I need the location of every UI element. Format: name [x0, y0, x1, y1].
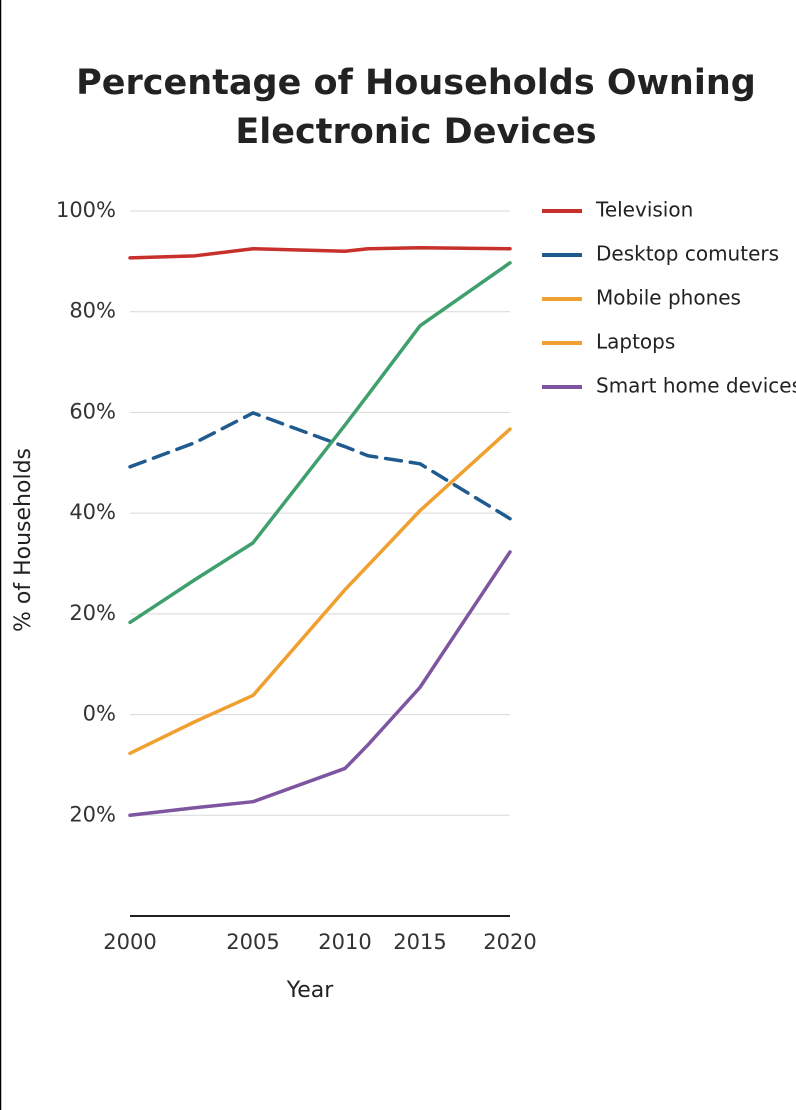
y-tick-label: 80% — [69, 299, 116, 323]
series-line — [128, 261, 512, 625]
legend-label: Desktop comuters — [596, 242, 779, 266]
legend-label: Smart home devices — [596, 374, 796, 398]
x-tick-label: 2000 — [103, 930, 156, 954]
y-axis-label: % of Households — [11, 448, 36, 632]
chart-title: Percentage of Households Owning — [76, 63, 756, 103]
x-tick-label: 2015 — [393, 930, 446, 954]
chart-title: Electronic Devices — [235, 112, 596, 152]
legend-label: Mobile phones — [596, 286, 741, 310]
y-tick-label: 60% — [69, 399, 116, 423]
legend-label: Laptops — [596, 330, 675, 354]
y-tick-label: 20% — [69, 601, 116, 625]
x-axis-label: Year — [286, 978, 335, 1003]
y-tick-label: 100% — [56, 198, 116, 222]
x-tick-label: 2005 — [226, 930, 279, 954]
series-line — [128, 550, 512, 818]
series-line — [128, 427, 512, 756]
y-tick-label: 40% — [69, 500, 116, 524]
x-tick-label: 2020 — [483, 930, 536, 954]
y-tick-label: 20% — [69, 802, 116, 826]
x-tick-label: 2010 — [318, 930, 371, 954]
y-tick-label: 0% — [83, 702, 116, 726]
series-line — [128, 246, 512, 260]
series-line — [128, 411, 512, 521]
legend-label: Television — [595, 198, 693, 222]
